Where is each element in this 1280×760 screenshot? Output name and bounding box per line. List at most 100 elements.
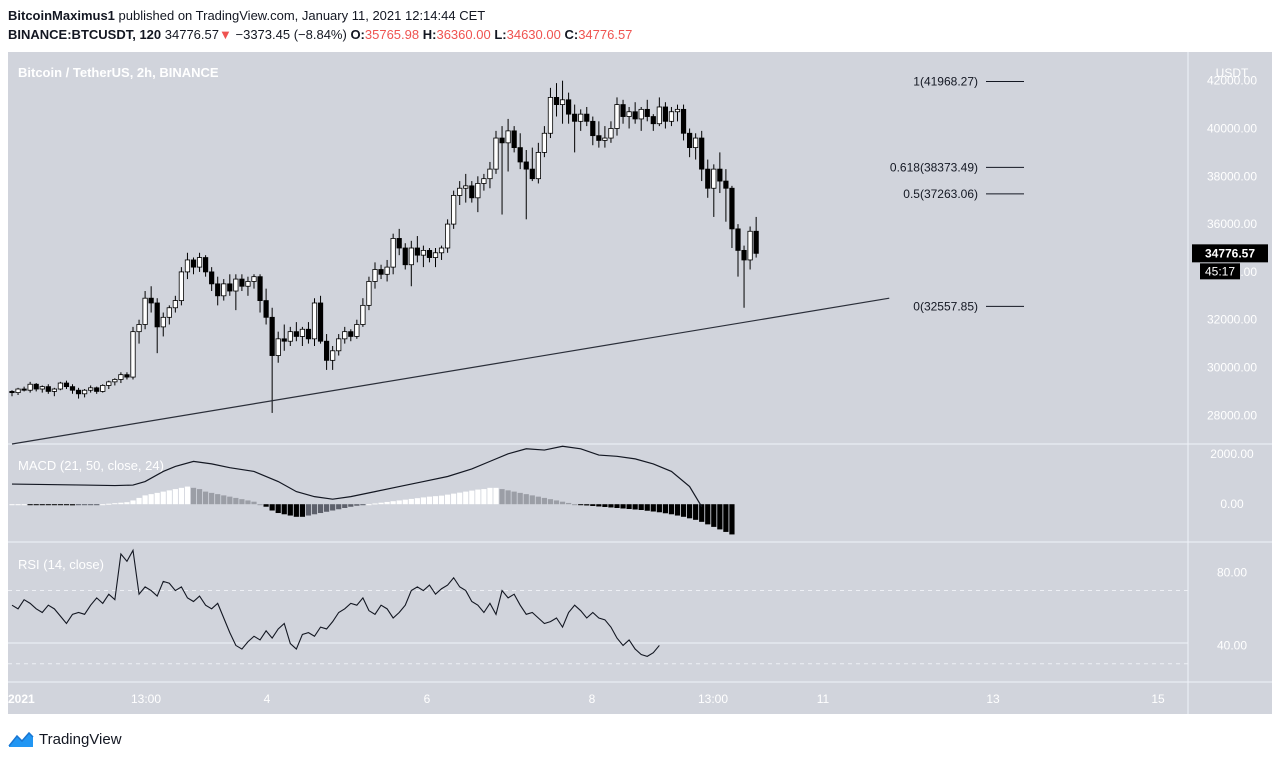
- candle-body: [148, 297, 154, 304]
- candle-body: [311, 302, 318, 340]
- candle-body: [396, 238, 402, 249]
- candle-body: [45, 386, 51, 392]
- candle-body: [82, 389, 88, 395]
- candle-body: [426, 249, 433, 258]
- candle-body: [741, 249, 747, 261]
- author-name[interactable]: BitcoinMaximus1: [8, 8, 115, 23]
- candle-body: [348, 331, 354, 337]
- macd-histogram-bar: [420, 497, 426, 505]
- macd-histogram-bar: [426, 496, 433, 505]
- macd-histogram-bar: [729, 504, 735, 535]
- candle-body: [227, 283, 233, 292]
- price-chart[interactable]: Bitcoin / TetherUS, 2h, BINANCE USDT MAC…: [8, 52, 1272, 714]
- candle-body: [608, 128, 614, 139]
- macd-histogram-bar: [88, 504, 94, 506]
- macd-histogram-bar: [257, 504, 263, 506]
- macd-histogram-bar: [517, 492, 523, 505]
- candle-body: [475, 183, 481, 199]
- macd-histogram-bar: [711, 504, 717, 527]
- macd-histogram-bar: [184, 486, 191, 505]
- candle-body: [196, 257, 203, 268]
- countdown-tag-text: 45:17: [1205, 264, 1235, 278]
- close-value: 34776.57: [578, 27, 633, 42]
- price-tick-label: 32000.00: [1207, 313, 1257, 327]
- rsi-tick-label: 40.00: [1217, 638, 1247, 652]
- macd-histogram-bar: [245, 500, 251, 505]
- macd-histogram-bar: [348, 504, 354, 507]
- macd-histogram-bar: [632, 504, 638, 510]
- open-label: O:: [350, 27, 365, 42]
- macd-histogram-bar: [317, 504, 324, 514]
- price-change: −3373.45 (−8.84%): [235, 27, 347, 42]
- last-price: 34776.57: [164, 27, 219, 42]
- rsi-line: [11, 548, 660, 657]
- candle-body: [717, 168, 723, 182]
- candle-body: [505, 130, 511, 144]
- price-tick-label: 30000.00: [1207, 361, 1257, 375]
- candle-body: [687, 132, 693, 149]
- macd-histogram-bar: [251, 501, 257, 505]
- macd-histogram-bar: [578, 504, 584, 506]
- macd-histogram-bar: [390, 501, 396, 505]
- candle-body: [215, 283, 221, 297]
- macd-histogram-bar: [499, 489, 505, 505]
- candle-body: [299, 328, 306, 337]
- candle-body: [33, 383, 39, 390]
- candle-body: [535, 151, 541, 180]
- low-label: L:: [494, 27, 507, 42]
- tradingview-brand[interactable]: TradingView: [39, 730, 122, 748]
- macd-histogram-bar: [572, 504, 578, 506]
- symbol-label: BINANCE:BTCUSDT, 120: [8, 27, 162, 42]
- candle-body: [124, 374, 130, 378]
- price-tick-label: 42000.00: [1207, 74, 1257, 88]
- low-value: 34630.00: [506, 27, 561, 42]
- candle-body: [578, 113, 584, 122]
- macd-histogram-bar: [342, 504, 348, 508]
- macd-histogram-bar: [94, 504, 100, 506]
- macd-histogram-bar: [221, 495, 227, 505]
- candle-body: [69, 386, 76, 391]
- time-tick-label: 13: [986, 692, 1000, 706]
- macd-histogram-bar: [275, 504, 281, 514]
- macd-histogram-bar: [614, 504, 620, 508]
- candle-body: [21, 388, 27, 391]
- chart-area[interactable]: Bitcoin / TetherUS, 2h, BINANCE USDT MAC…: [8, 52, 1272, 714]
- high-value: 36360.00: [436, 27, 491, 42]
- candle-body: [584, 113, 590, 122]
- candle-body: [638, 108, 644, 120]
- candle-body: [614, 104, 620, 129]
- candle-body: [106, 381, 112, 386]
- candle-body: [481, 178, 487, 184]
- macd-histogram-bar: [130, 500, 136, 505]
- candle-body: [656, 106, 662, 125]
- candle-body: [438, 247, 445, 254]
- macd-histogram-bar: [547, 499, 554, 505]
- candle-body: [323, 340, 330, 361]
- candle-body: [541, 132, 548, 153]
- macd-histogram-bar: [396, 500, 402, 505]
- chart-title: Bitcoin / TetherUS, 2h, BINANCE: [18, 65, 219, 80]
- price-tick-label: 36000.00: [1207, 217, 1257, 231]
- candle-body: [221, 283, 227, 297]
- candle-body: [693, 137, 699, 149]
- candle-body: [674, 108, 681, 113]
- candle-body: [184, 259, 191, 273]
- macd-histogram-bar: [45, 504, 51, 506]
- fib-level-label: 0.618(38373.49): [890, 160, 978, 174]
- candle-body: [444, 223, 451, 249]
- chart-header: BitcoinMaximus1 published on TradingView…: [8, 6, 1272, 44]
- macd-histogram-bar: [324, 504, 330, 512]
- candle-body: [572, 113, 578, 122]
- candle-body: [75, 389, 82, 395]
- macd-histogram-bar: [233, 497, 239, 505]
- candle-body: [342, 331, 348, 340]
- candle-body: [384, 266, 390, 275]
- candle-body: [747, 230, 753, 261]
- time-tick-label: 13:00: [698, 692, 728, 706]
- candle-body: [154, 302, 160, 328]
- candle-body: [263, 300, 269, 318]
- macd-histogram-bar: [154, 492, 160, 505]
- macd-histogram-bar: [680, 504, 687, 517]
- macd-histogram-bar: [529, 495, 535, 505]
- macd-histogram-bar: [717, 504, 723, 530]
